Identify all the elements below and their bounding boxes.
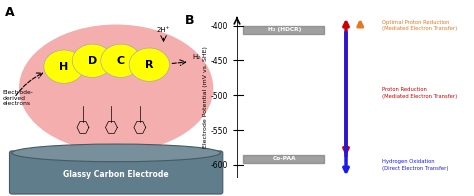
Text: Optimal Proton Reduction
(Mediated Electron Transfer): Optimal Proton Reduction (Mediated Elect… xyxy=(382,20,457,31)
FancyBboxPatch shape xyxy=(9,151,223,194)
Text: H₂ (HDCR): H₂ (HDCR) xyxy=(268,27,301,32)
Text: D: D xyxy=(88,56,97,66)
Ellipse shape xyxy=(19,24,213,152)
Text: H₂: H₂ xyxy=(192,54,200,60)
Text: B: B xyxy=(185,14,194,27)
Y-axis label: Electrode Potential (mV vs. SHE): Electrode Potential (mV vs. SHE) xyxy=(203,46,208,148)
Circle shape xyxy=(129,48,170,81)
Text: Co-PAA: Co-PAA xyxy=(273,156,296,161)
Text: Hydrogen Oxidation
(Direct Electron Transfer): Hydrogen Oxidation (Direct Electron Tran… xyxy=(382,159,448,171)
Text: Proton Reduction
(Mediated Electron Transfer): Proton Reduction (Mediated Electron Tran… xyxy=(382,87,457,99)
Text: R: R xyxy=(145,60,154,70)
Text: C: C xyxy=(117,56,125,66)
Text: A: A xyxy=(5,6,14,19)
Ellipse shape xyxy=(12,144,220,162)
Text: Glassy Carbon Electrode: Glassy Carbon Electrode xyxy=(64,170,169,179)
Text: Electrode-
derived
electrons: Electrode- derived electrons xyxy=(2,90,33,106)
Circle shape xyxy=(72,44,113,77)
Text: H: H xyxy=(59,62,69,72)
Circle shape xyxy=(100,44,141,77)
Text: 2H⁺: 2H⁺ xyxy=(157,27,170,33)
Circle shape xyxy=(44,50,84,83)
